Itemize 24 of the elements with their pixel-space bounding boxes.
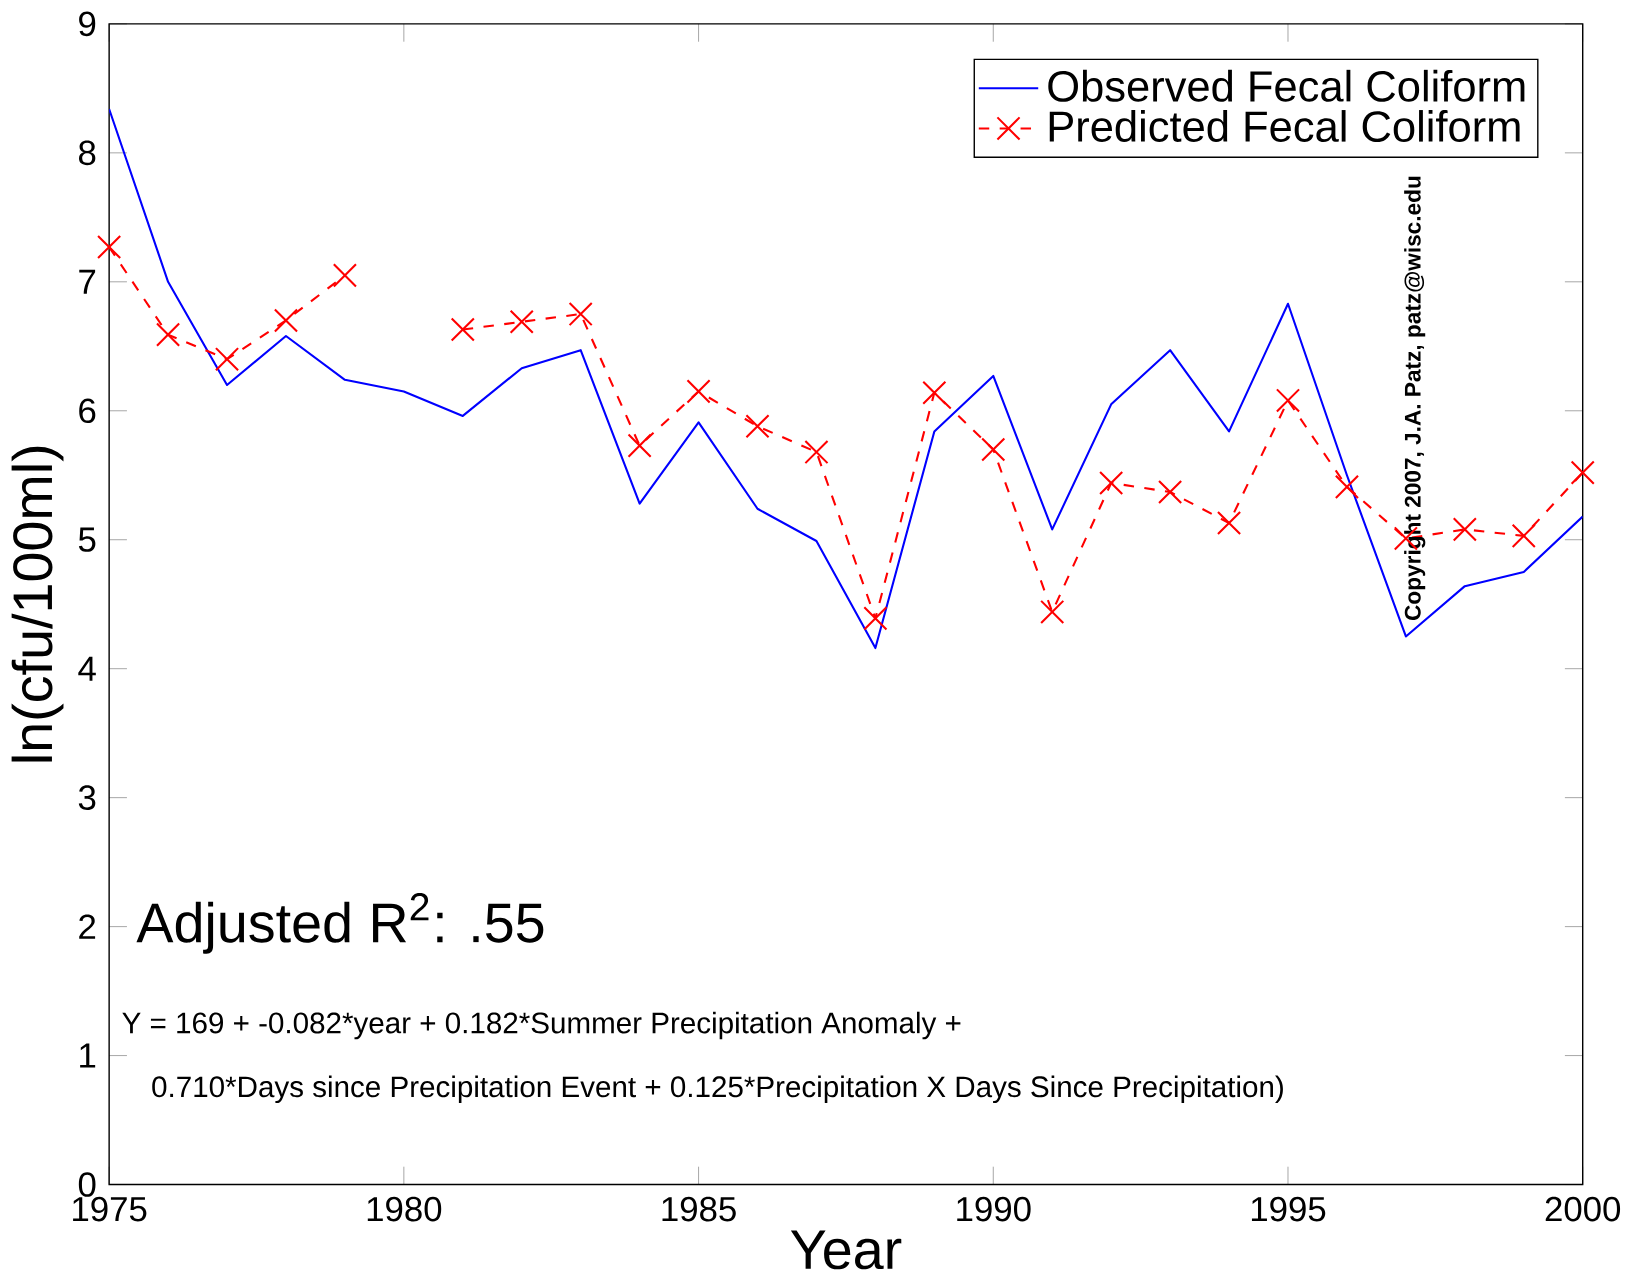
y-tick-label: 9: [79, 11, 96, 37]
y-tick-label: 3: [78, 785, 96, 811]
y-tick-label: 0: [78, 1172, 96, 1198]
x-tick-label: 1985: [662, 1197, 736, 1222]
y-tick-label: 8: [79, 140, 96, 166]
x-tick-label: 1980: [367, 1197, 442, 1222]
legend-label: Observed Fecal Coliform: [1048, 70, 1525, 103]
annotation: 0.710*Days since Precipitation Event + 0.125*Precipitation X Days Since Precipitation): [152, 1075, 1283, 1104]
x-tick-label: 2000: [1545, 1197, 1621, 1222]
annotation: Copyright 2007, J.A. Patz, patz@wisc.edu: [1404, 176, 1426, 621]
x-tick-label: 1990: [957, 1197, 1031, 1222]
x-tick-label: 1975: [73, 1197, 147, 1222]
annotation: Adjusted R$^{2}$: .55: [136, 893, 544, 954]
y-axis-title: ln(cfu/100ml): [11, 447, 64, 762]
y-tick-label: 5: [78, 527, 96, 553]
legend-label: Predicted Fecal Coliform: [1049, 110, 1520, 143]
annotation: Y = 169 + -0.082*year + 0.182*Summer Precipitation Anomaly +: [122, 1011, 961, 1040]
y-tick-label: 7: [79, 270, 96, 295]
y-tick-label: 2: [79, 914, 96, 939]
y-tick-label: 4: [78, 656, 96, 681]
x-axis-title: Year: [790, 1230, 902, 1270]
y-tick-label: 1: [80, 1043, 96, 1068]
y-tick-label: 6: [79, 398, 96, 424]
x-tick-label: 1995: [1251, 1197, 1326, 1222]
